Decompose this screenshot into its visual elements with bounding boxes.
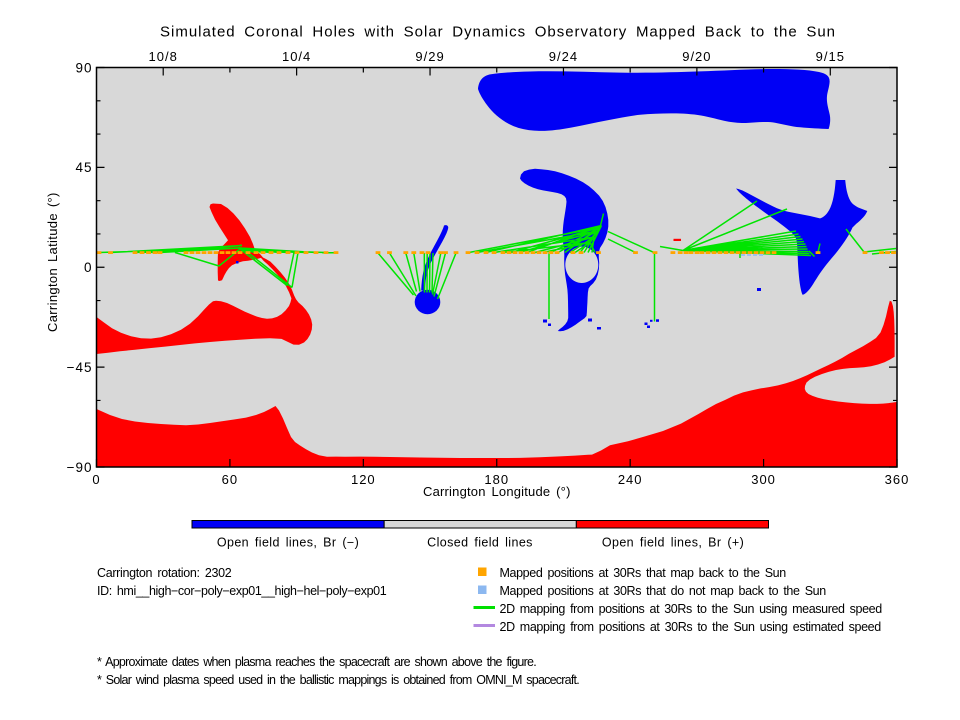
- svg-text:Carrington rotation: 2302: Carrington rotation: 2302: [97, 566, 232, 580]
- svg-text:180: 180: [484, 472, 509, 487]
- svg-text:Open field lines, Br (−): Open field lines, Br (−): [217, 536, 359, 550]
- svg-text:300: 300: [751, 472, 776, 487]
- svg-text:9/24: 9/24: [549, 49, 578, 64]
- svg-text:Carrington Latitude (°): Carrington Latitude (°): [45, 192, 60, 332]
- svg-text:120: 120: [351, 472, 376, 487]
- svg-text:0: 0: [92, 472, 100, 487]
- svg-text:0: 0: [84, 260, 93, 275]
- svg-text:* Solar wind plasma speed used: * Solar wind plasma speed used in the ba…: [97, 673, 580, 687]
- svg-text:Simulated Coronal Holes with S: Simulated Coronal Holes with Solar Dynam…: [160, 24, 836, 41]
- svg-text:10/8: 10/8: [149, 49, 178, 64]
- svg-text:2D mapping from positions at 3: 2D mapping from positions at 30Rs to the…: [500, 620, 882, 634]
- svg-text:−45: −45: [67, 360, 93, 375]
- svg-text:10/4: 10/4: [282, 49, 311, 64]
- svg-text:360: 360: [885, 472, 910, 487]
- svg-text:90: 90: [75, 60, 92, 75]
- svg-text:Open field lines, Br (+): Open field lines, Br (+): [602, 536, 744, 550]
- svg-text:45: 45: [75, 160, 92, 175]
- svg-text:Closed field lines: Closed field lines: [427, 536, 533, 550]
- svg-text:−90: −90: [67, 460, 93, 475]
- svg-text:9/20: 9/20: [682, 49, 711, 64]
- svg-text:ID: hmi__high−cor−poly−exp01__: ID: hmi__high−cor−poly−exp01__high−hel−p…: [97, 584, 387, 598]
- svg-text:60: 60: [222, 472, 238, 487]
- svg-text:* Approximate dates when plasm: * Approximate dates when plasma reaches …: [97, 655, 537, 669]
- svg-text:9/15: 9/15: [816, 49, 845, 64]
- svg-text:9/29: 9/29: [415, 49, 444, 64]
- svg-text:Mapped positions at 30Rs that: Mapped positions at 30Rs that do not map…: [500, 584, 827, 598]
- svg-text:Mapped positions at 30Rs that: Mapped positions at 30Rs that map back t…: [500, 566, 787, 580]
- svg-text:Carrington Longitude (°): Carrington Longitude (°): [423, 484, 571, 499]
- svg-text:2D mapping from positions at 3: 2D mapping from positions at 30Rs to the…: [500, 602, 883, 616]
- svg-text:240: 240: [618, 472, 643, 487]
